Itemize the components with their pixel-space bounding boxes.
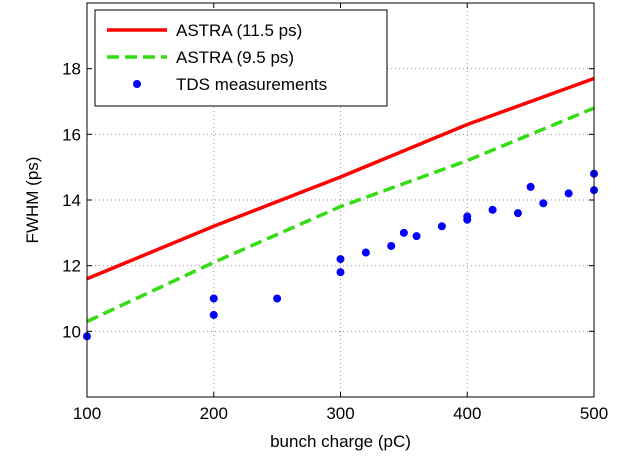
- y-tick-label: 10: [62, 322, 81, 341]
- series-line-0: [86, 76, 595, 281]
- x-tick-label: 400: [453, 404, 481, 423]
- x-tick-label: 500: [580, 404, 608, 423]
- x-tick-label: 200: [200, 404, 228, 423]
- y-axis-label: FWHM (ps): [23, 157, 42, 244]
- data-point: [387, 241, 396, 250]
- legend: ASTRA (11.5 ps) ASTRA (9.5 ps) TDS measure…: [94, 9, 388, 107]
- data-point: [539, 199, 548, 208]
- data-point: [273, 294, 282, 303]
- x-tick-label: 100: [73, 404, 101, 423]
- data-point: [488, 205, 497, 214]
- y-tick-label: 12: [62, 257, 81, 276]
- y-tick-label: 14: [62, 191, 81, 210]
- y-tick-label: 16: [62, 125, 81, 144]
- legend-marker: [133, 80, 141, 88]
- data-point: [526, 182, 535, 191]
- data-point: [336, 268, 345, 277]
- data-point: [209, 310, 218, 319]
- y-tick-label: 18: [62, 60, 81, 79]
- data-point: [209, 294, 218, 303]
- legend-label: TDS measurements: [176, 75, 327, 94]
- tick-labels: 100 200 300 400 500 10 12 14 16 18: [62, 60, 608, 423]
- axes: [86, 2, 595, 398]
- data-point: [437, 222, 446, 231]
- x-axis-label: bunch charge (pC): [270, 432, 411, 451]
- series-line-1: [86, 106, 595, 324]
- data-point: [564, 189, 573, 198]
- data-point: [412, 232, 421, 241]
- legend-label: ASTRA (9.5 ps): [176, 48, 294, 67]
- data-point: [463, 215, 472, 224]
- data-point: [336, 255, 345, 264]
- data-point: [399, 228, 408, 237]
- x-tick-label: 300: [326, 404, 354, 423]
- data-point: [361, 248, 370, 257]
- data-point: [513, 209, 522, 218]
- legend-label: ASTRA (11.5 ps): [176, 21, 302, 40]
